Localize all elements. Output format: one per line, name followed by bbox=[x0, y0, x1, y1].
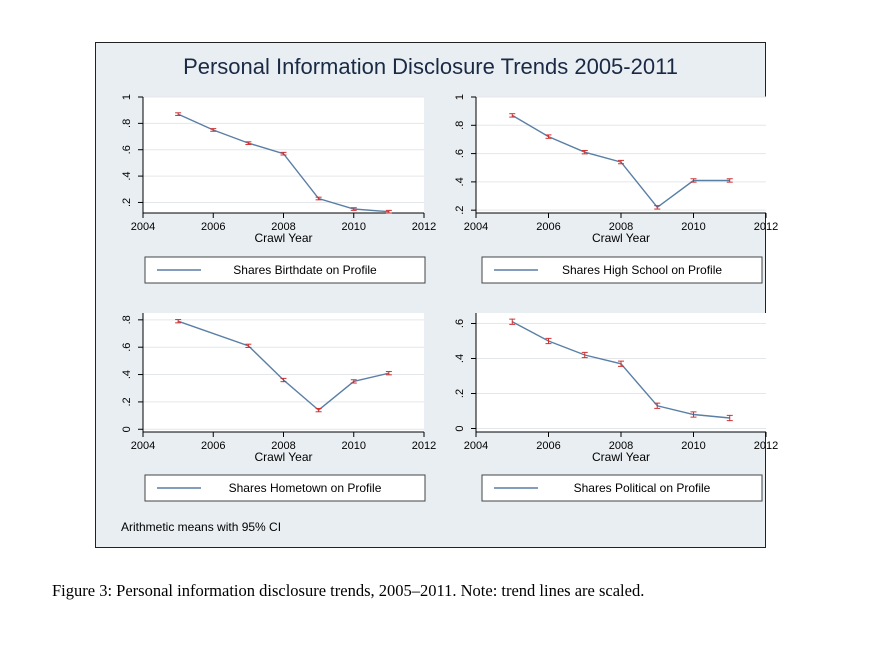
y-tick-label: .6 bbox=[121, 145, 133, 154]
x-axis-label: Crawl Year bbox=[592, 450, 650, 464]
x-tick-label: 2012 bbox=[754, 440, 778, 452]
x-tick-label: 2012 bbox=[412, 440, 436, 452]
y-tick-label: .4 bbox=[454, 354, 466, 363]
x-tick-label: 2008 bbox=[609, 440, 633, 452]
x-tick-label: 2004 bbox=[131, 440, 155, 452]
y-tick-label: 0 bbox=[121, 426, 133, 432]
y-tick-label: .6 bbox=[121, 343, 133, 352]
y-tick-label: .4 bbox=[121, 171, 133, 180]
x-tick-label: 2004 bbox=[464, 440, 488, 452]
x-tick-label: 2008 bbox=[609, 221, 633, 233]
x-tick-label: 2008 bbox=[271, 221, 295, 233]
y-tick-label: .2 bbox=[454, 206, 466, 215]
y-tick-label: .6 bbox=[454, 319, 466, 328]
x-tick-label: 2010 bbox=[342, 440, 366, 452]
x-tick-label: 2012 bbox=[754, 221, 778, 233]
x-tick-label: 2004 bbox=[131, 221, 155, 233]
y-tick-label: 1 bbox=[121, 94, 133, 100]
y-tick-label: .2 bbox=[454, 389, 466, 398]
x-axis-label: Crawl Year bbox=[592, 231, 650, 245]
figure-title: Personal Information Disclosure Trends 2… bbox=[183, 54, 678, 79]
x-axis-label: Crawl Year bbox=[254, 450, 312, 464]
y-tick-label: .2 bbox=[121, 198, 133, 207]
y-tick-label: 0 bbox=[454, 425, 466, 431]
y-tick-label: .8 bbox=[121, 119, 133, 128]
figure-footnote: Arithmetic means with 95% CI bbox=[121, 520, 282, 534]
y-tick-label: .6 bbox=[454, 149, 466, 158]
x-tick-label: 2004 bbox=[464, 221, 488, 233]
legend-label: Shares Hometown on Profile bbox=[229, 481, 382, 495]
x-tick-label: 2006 bbox=[201, 440, 225, 452]
x-tick-label: 2010 bbox=[681, 221, 705, 233]
x-axis-label: Crawl Year bbox=[254, 231, 312, 245]
x-tick-label: 2006 bbox=[536, 440, 560, 452]
y-tick-label: .4 bbox=[454, 177, 466, 186]
legend-label: Shares High School on Profile bbox=[562, 263, 722, 277]
x-tick-label: 2010 bbox=[681, 440, 705, 452]
x-tick-label: 2006 bbox=[201, 221, 225, 233]
plot-area bbox=[476, 313, 766, 432]
legend-label: Shares Political on Profile bbox=[574, 481, 711, 495]
y-tick-label: .2 bbox=[121, 397, 133, 406]
y-tick-label: .8 bbox=[121, 315, 133, 324]
x-tick-label: 2006 bbox=[536, 221, 560, 233]
x-tick-label: 2008 bbox=[271, 440, 295, 452]
x-tick-label: 2010 bbox=[342, 221, 366, 233]
figure-caption: Figure 3: Personal information disclosur… bbox=[52, 581, 645, 600]
y-tick-label: .4 bbox=[121, 370, 133, 379]
legend-label: Shares Birthdate on Profile bbox=[233, 263, 377, 277]
plot-area bbox=[476, 97, 766, 213]
y-tick-label: .8 bbox=[454, 121, 466, 130]
x-tick-label: 2012 bbox=[412, 221, 436, 233]
series-line bbox=[177, 320, 390, 412]
plot-area bbox=[143, 313, 424, 432]
y-tick-label: 1 bbox=[454, 94, 466, 100]
